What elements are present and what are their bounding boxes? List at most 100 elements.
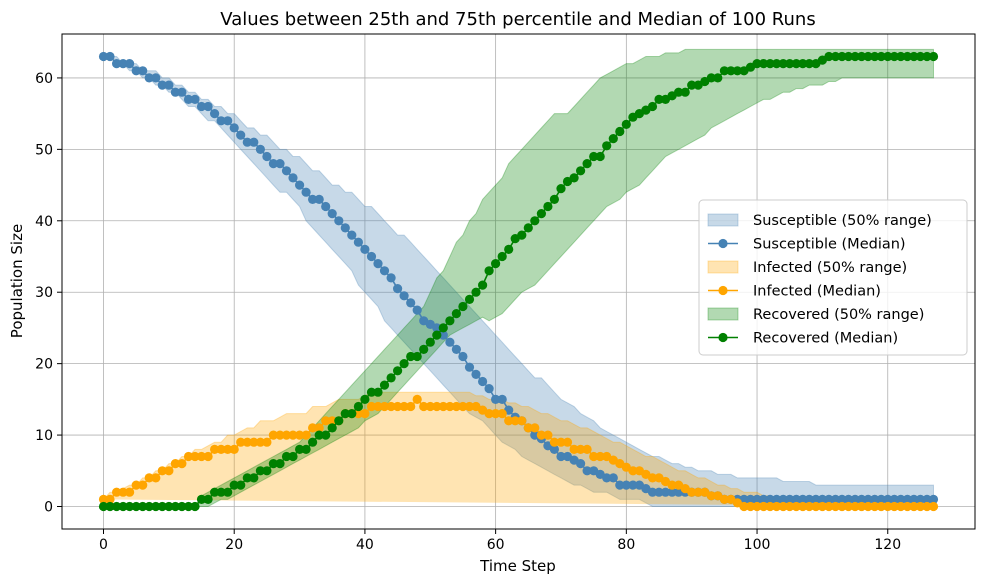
infected-median-point: [249, 437, 259, 447]
recovered-median-point: [451, 309, 461, 319]
susceptible-median-point: [863, 494, 873, 504]
infected-median-point: [112, 487, 122, 497]
susceptible-median-point: [615, 480, 625, 490]
legend-label: Infected (Median): [753, 284, 881, 300]
infected-median-point: [745, 501, 756, 512]
susceptible-median-point: [164, 80, 174, 90]
infected-median-point: [772, 501, 782, 512]
recovered-median-point: [112, 501, 122, 512]
recovered-median-point: [830, 51, 841, 62]
infected-median-point: [236, 437, 246, 447]
infected-median-point: [811, 501, 821, 512]
recovered-median-point: [432, 330, 442, 340]
infected-median-point: [295, 430, 305, 440]
recovered-median-point: [491, 259, 501, 269]
recovered-median-point: [569, 173, 579, 183]
infected-median-point: [824, 501, 834, 512]
recovered-median-point: [504, 244, 514, 254]
infected-median-point: [889, 501, 899, 512]
susceptible-median-point: [621, 480, 631, 490]
infected-median-point: [379, 401, 390, 412]
infected-median-point: [876, 501, 886, 512]
recovered-median-point: [915, 51, 926, 62]
legend-marker: [718, 285, 728, 296]
infected-median-point: [582, 444, 592, 454]
infected-median-point: [850, 501, 860, 512]
infected-median-point: [373, 401, 383, 412]
recovered-median-point: [732, 66, 743, 76]
infected-median-point: [170, 459, 180, 469]
recovered-median-point: [706, 73, 716, 83]
infected-median-point: [909, 501, 919, 512]
susceptible-median-point: [183, 94, 194, 104]
infected-median-point: [837, 501, 847, 512]
infected-median-point: [517, 416, 527, 426]
susceptible-median-point: [112, 59, 122, 69]
infected-median-point: [308, 423, 318, 433]
recovered-median-point: [210, 487, 220, 497]
recovered-median-point: [327, 423, 337, 433]
recovered-median-point: [223, 487, 233, 497]
susceptible-median-point: [366, 251, 377, 262]
legend-label: Recovered (50% range): [753, 307, 924, 323]
recovered-median-point: [242, 473, 252, 483]
susceptible-median-point: [242, 137, 252, 147]
susceptible-median-point: [647, 487, 658, 497]
susceptible-median-point: [484, 384, 494, 394]
recovered-median-point: [255, 466, 265, 476]
recovered-median-point: [765, 59, 775, 69]
recovered-median-point: [536, 209, 547, 219]
recovered-median-point: [340, 409, 350, 419]
susceptible-median-point: [177, 87, 187, 97]
recovered-median-point: [922, 51, 932, 62]
infected-median-point: [915, 501, 926, 512]
y-tick-label: 20: [35, 357, 53, 373]
infected-median-point: [857, 501, 867, 512]
infected-median-point: [504, 416, 514, 426]
x-axis-label: Time Step: [479, 557, 556, 575]
susceptible-median-point: [386, 273, 396, 283]
susceptible-median-point: [778, 494, 788, 504]
recovered-median-point: [759, 59, 769, 69]
infected-median-point: [576, 444, 586, 454]
susceptible-median-point: [262, 151, 272, 162]
infected-median-point: [484, 409, 494, 419]
x-tick-label: 60: [487, 537, 505, 553]
recovered-median-point: [379, 380, 390, 390]
recovered-median-point: [406, 351, 416, 362]
susceptible-median-point: [432, 323, 442, 333]
susceptible-median-point: [131, 66, 141, 76]
x-tick-label: 100: [744, 537, 771, 553]
susceptible-median-point: [445, 337, 455, 347]
legend-item: Infected (Median): [708, 284, 881, 300]
susceptible-median-point: [772, 494, 782, 504]
susceptible-median-point: [883, 494, 893, 504]
infected-median-point: [530, 423, 540, 433]
infected-median-point: [863, 501, 873, 512]
susceptible-median-point: [830, 494, 841, 504]
infected-median-point: [353, 409, 363, 419]
infected-median-point: [406, 401, 416, 412]
infected-median-point: [928, 501, 939, 512]
susceptible-median-point: [98, 51, 109, 62]
susceptible-median-point: [915, 494, 926, 504]
recovered-median-point: [196, 494, 207, 504]
recovered-median-point: [857, 51, 867, 62]
infected-median-point: [491, 409, 501, 419]
infected-median-point: [667, 480, 677, 490]
recovered-median-point: [582, 159, 592, 169]
susceptible-median-point: [340, 223, 350, 233]
infected-median-point: [203, 451, 213, 462]
recovered-median-point: [791, 59, 801, 69]
chart-title: Values between 25th and 75th percentile …: [220, 9, 815, 30]
recovered-median-point: [249, 473, 259, 483]
infected-median-point: [562, 437, 573, 447]
susceptible-median-point: [451, 344, 461, 354]
recovered-median-point: [680, 87, 690, 97]
susceptible-median-point: [667, 487, 677, 497]
recovered-median-point: [726, 66, 736, 76]
infected-median-point: [752, 501, 762, 512]
recovered-median-point: [595, 151, 605, 162]
x-tick-label: 80: [617, 537, 635, 553]
infected-median-point: [719, 494, 730, 504]
